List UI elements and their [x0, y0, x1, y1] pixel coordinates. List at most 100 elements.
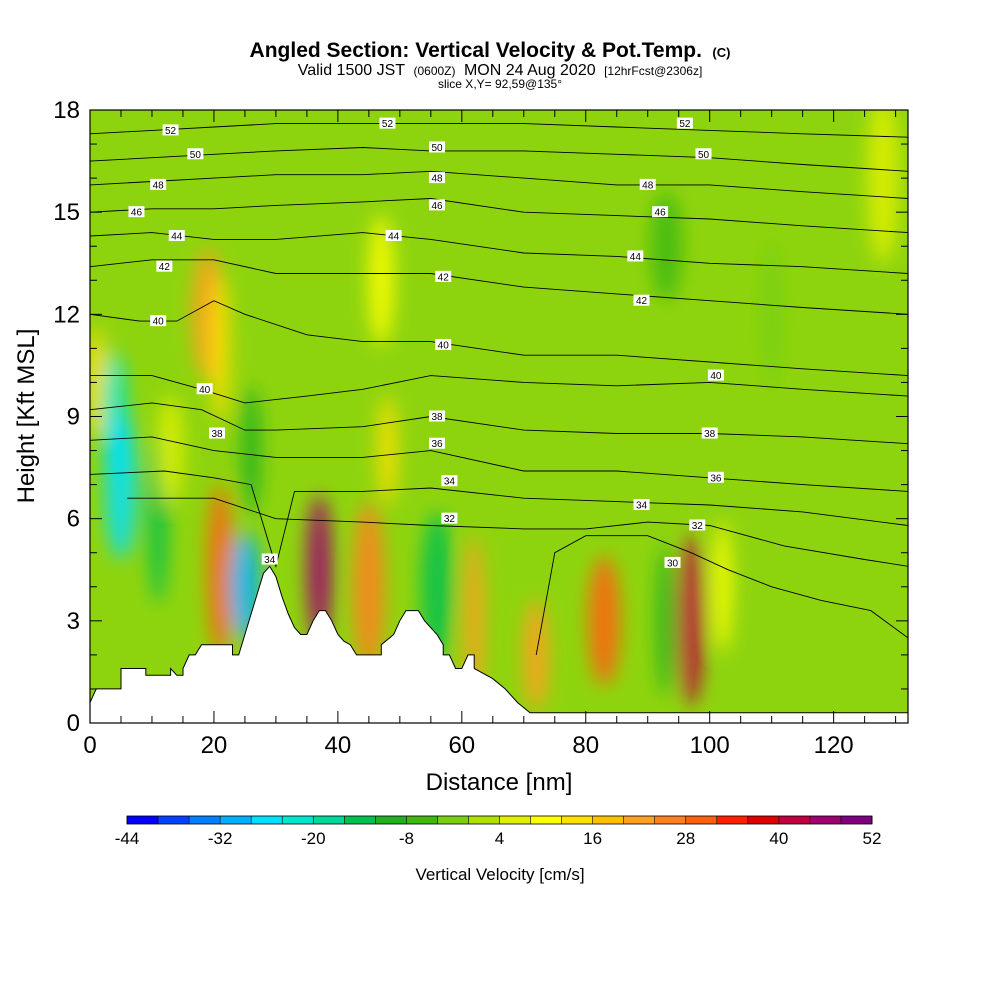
y-tick-label: 18 [53, 97, 80, 124]
colorbar-swatch [778, 816, 811, 824]
chart-slice-info: slice X,Y= 92,59@135° [438, 77, 562, 91]
isentrope-label: 30 [664, 556, 681, 569]
svg-text:48: 48 [642, 180, 654, 191]
svg-text:48: 48 [431, 174, 443, 185]
colorbar-tick-label: 16 [583, 829, 602, 848]
svg-text:48: 48 [153, 180, 165, 191]
isentrope-label: 52 [676, 117, 693, 130]
velocity-cell [377, 395, 398, 506]
isentrope-line [90, 123, 908, 138]
svg-text:32: 32 [692, 521, 704, 532]
isentrope-label: 44 [168, 230, 185, 243]
svg-text:44: 44 [171, 232, 183, 243]
colorbar-swatch [499, 816, 532, 824]
y-tick-label: 3 [67, 608, 80, 635]
svg-text:36: 36 [431, 439, 443, 450]
colorbar-swatch [282, 816, 314, 824]
svg-text:52: 52 [382, 119, 394, 130]
colorbar-swatch [840, 816, 873, 824]
svg-text:46: 46 [655, 208, 667, 219]
plot-area: 30 32 32 34 34 34 36 36 38 38 38 40 40 40 40 42 42 42 44 44… [90, 110, 908, 723]
x-tick-label: 120 [814, 732, 854, 759]
svg-text:50: 50 [190, 150, 202, 161]
isentrope-label: 38 [209, 427, 226, 440]
isentrope-label: 40 [707, 369, 724, 382]
isentrope-label: 50 [429, 141, 446, 154]
isentrope-label: 32 [689, 519, 706, 532]
velocity-cell [678, 535, 705, 706]
velocity-cell [656, 545, 677, 696]
colorbar-swatch [251, 816, 283, 824]
terrain [90, 565, 908, 723]
svg-text:50: 50 [698, 150, 710, 161]
svg-text:32: 32 [444, 514, 456, 525]
isentrope-label: 44 [627, 250, 644, 263]
velocity-cell [421, 511, 454, 662]
colorbar-swatch [685, 816, 718, 824]
svg-text:40: 40 [710, 371, 722, 382]
colorbar-tick-label: -8 [399, 829, 414, 848]
colorbar-tick-label: -32 [208, 829, 233, 848]
contour-labels: 30 32 32 34 34 34 36 36 38 38 38 40 40 40 40 42 42 42 44 44… [128, 117, 724, 569]
isentrope-line [90, 470, 908, 568]
svg-text:42: 42 [636, 296, 648, 307]
colorbar-swatch [716, 816, 749, 824]
isentrope-line [90, 300, 908, 377]
colorbar-swatch [530, 816, 563, 824]
colorbar-swatch [375, 816, 407, 824]
isentrope-label: 44 [385, 230, 402, 243]
colorbar-tick-label: 52 [863, 829, 882, 848]
colorbar-tick-label: 40 [769, 829, 788, 848]
isentrope-line [127, 497, 908, 567]
velocity-cell [368, 215, 395, 346]
isentrope-label: 46 [652, 206, 669, 219]
isentrope-label: 46 [128, 206, 145, 219]
isentrope-label: 40 [196, 383, 213, 396]
x-tick-label: 20 [201, 732, 228, 759]
colorbar-swatch [592, 816, 625, 824]
velocity-cell [588, 555, 621, 686]
colorbar-swatch [127, 816, 159, 824]
colorbar-swatch [623, 816, 656, 824]
x-tick-label: 100 [690, 732, 730, 759]
velocity-cell [210, 273, 231, 424]
isentrope-line [90, 198, 908, 234]
y-tick-label: 9 [67, 404, 80, 431]
colorbar-swatch [747, 816, 780, 824]
isentrope-label: 48 [639, 178, 656, 191]
svg-text:38: 38 [704, 429, 716, 440]
svg-text:38: 38 [431, 412, 443, 423]
colorbar-swatch [220, 816, 252, 824]
colorbar-swatch [189, 816, 221, 824]
isentrope-label: 42 [435, 270, 452, 283]
svg-text:52: 52 [679, 119, 691, 130]
isentrope-label: 32 [441, 512, 458, 525]
isentrope-label: 46 [429, 199, 446, 212]
isentrope-label: 52 [379, 117, 396, 130]
colorbar-tick-label: -44 [115, 829, 140, 848]
colorbar-swatch [654, 816, 687, 824]
chart-title: Angled Section: Vertical Velocity & Pot.… [250, 39, 731, 62]
svg-text:44: 44 [388, 232, 400, 243]
isentrope-label: 38 [701, 427, 718, 440]
velocity-cell [241, 385, 262, 516]
isentrope-line [90, 259, 908, 315]
isentrope-label: 40 [150, 315, 167, 328]
colorbar-title: Vertical Velocity [cm/s] [415, 865, 584, 884]
colorbar-swatch [468, 816, 500, 824]
velocity-cell [758, 239, 785, 390]
svg-text:34: 34 [636, 501, 648, 512]
isentrope-label: 48 [150, 178, 167, 191]
svg-text:42: 42 [438, 272, 450, 283]
velocity-cell [712, 521, 733, 652]
y-tick-label: 15 [53, 199, 80, 226]
isentrope-label: 50 [695, 148, 712, 161]
isentrope-line [90, 232, 908, 274]
svg-text:40: 40 [153, 317, 165, 328]
isentrope-label: 34 [441, 475, 458, 488]
svg-text:44: 44 [630, 252, 642, 263]
svg-text:34: 34 [444, 477, 456, 488]
isentrope-line [90, 375, 908, 404]
svg-text:30: 30 [667, 558, 679, 569]
